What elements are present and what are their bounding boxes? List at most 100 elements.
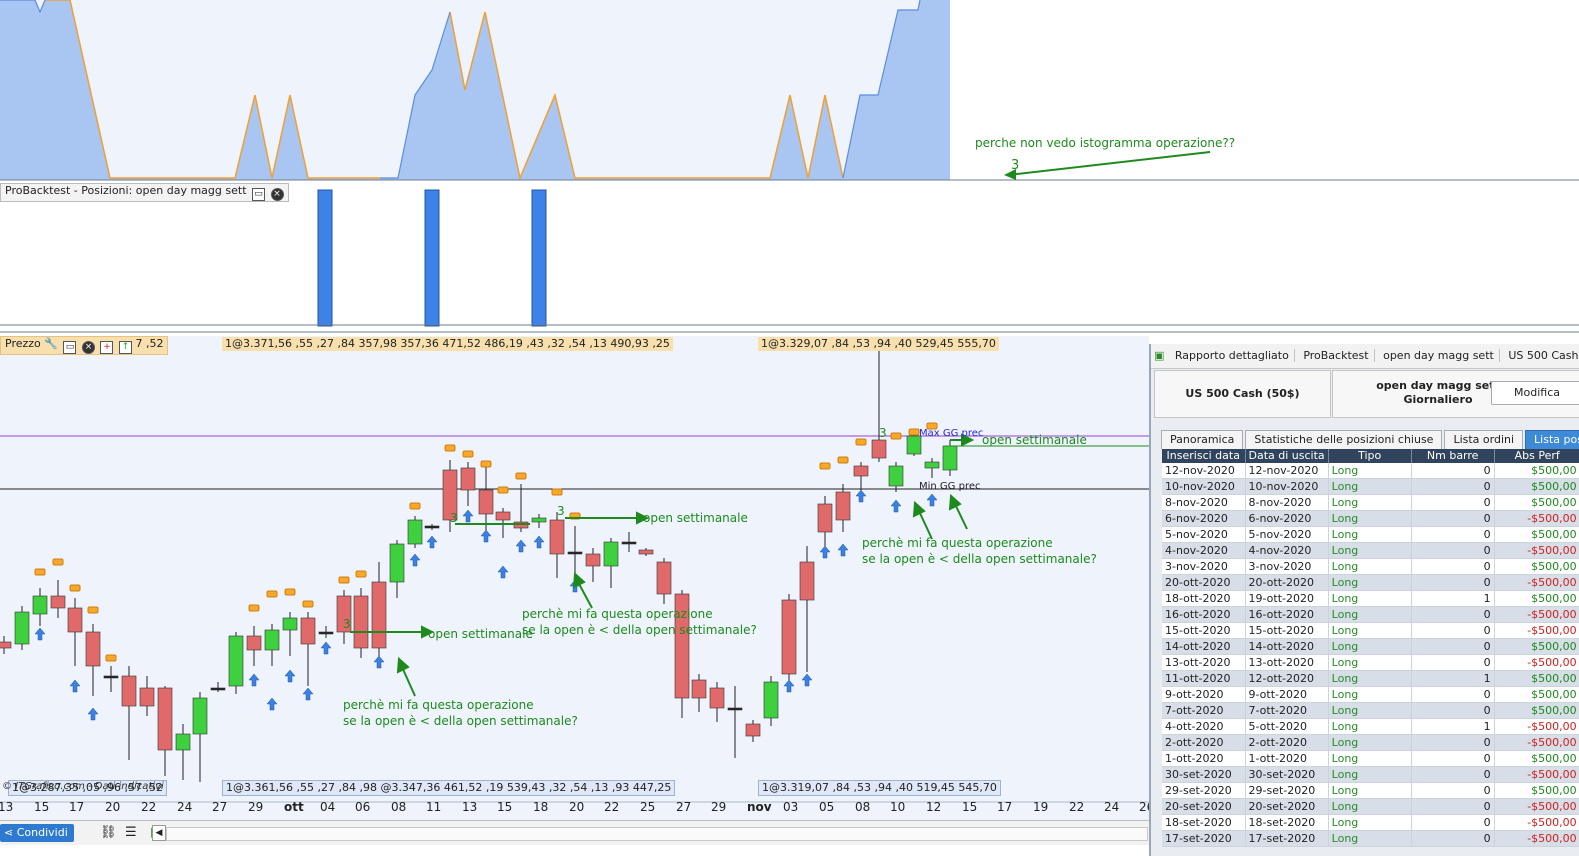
candle-body [853, 465, 869, 477]
table-cell: 1-ott-2020 [1162, 750, 1246, 767]
signal-marker [819, 462, 831, 470]
modify-button[interactable]: Modifica [1491, 381, 1579, 405]
marker-number: 3 [557, 504, 565, 518]
tab-position-list[interactable]: Lista posizioni [1525, 430, 1579, 449]
table-cell: 0 [1411, 638, 1495, 655]
table-row[interactable]: 2-ott-2020 2-ott-2020 Long 0 -$500,00 [1162, 734, 1579, 751]
table-row[interactable]: 6-nov-2020 6-nov-2020 Long 0 -$500,00 [1162, 510, 1579, 527]
link-icon[interactable]: ⛓ [100, 825, 117, 840]
system-name: open day magg sett [1376, 379, 1500, 392]
x-axis-label: 08 [391, 800, 407, 814]
table-row[interactable]: 1-ott-2020 1-ott-2020 Long 0 $500,00 [1162, 750, 1579, 767]
table-row[interactable]: 17-set-2020 17-set-2020 Long 0 -$500,00 [1162, 830, 1579, 847]
table-cell: 4-ott-2020 [1162, 718, 1246, 735]
table-row[interactable]: 13-ott-2020 13-ott-2020 Long 0 -$500,00 [1162, 654, 1579, 671]
detailed-report-panel: ▣ Rapporto dettagliato ProBacktest open … [1149, 344, 1579, 856]
tab-order-list[interactable]: Lista ordini [1444, 430, 1524, 449]
report-crumb[interactable]: open day magg sett [1378, 349, 1500, 362]
table-row[interactable]: 18-ott-2020 19-ott-2020 Long 1 $500,00 [1162, 590, 1579, 607]
table-row[interactable]: 7-ott-2020 7-ott-2020 Long 0 $500,00 [1162, 702, 1579, 719]
share-icon: ⋖ [4, 826, 17, 839]
wrench-icon[interactable]: 🔧 [44, 337, 58, 350]
table-cell: 9-ott-2020 [1162, 686, 1246, 703]
candle-body [103, 675, 119, 679]
table-row[interactable]: 4-ott-2020 5-ott-2020 Long 1 -$500,00 [1162, 718, 1579, 735]
x-axis-label: 22 [604, 800, 620, 814]
table-row[interactable]: 4-nov-2020 4-nov-2020 Long 0 -$500,00 [1162, 542, 1579, 559]
candle-body [567, 551, 583, 555]
report-icon: ▣ [1154, 349, 1165, 362]
table-cell: 0 [1411, 463, 1495, 479]
signal-marker [105, 654, 117, 662]
table-cell: Long [1328, 830, 1412, 847]
list-icon[interactable]: ☰ [125, 825, 137, 840]
table-row[interactable]: 16-ott-2020 16-ott-2020 Long 0 -$500,00 [1162, 606, 1579, 623]
candle-body [781, 599, 797, 675]
price-chart[interactable] [0, 336, 1149, 820]
table-cell: 1 [1411, 670, 1495, 687]
table-cell: 0 [1411, 814, 1495, 831]
x-axis-label: 18 [533, 800, 549, 814]
table-row[interactable]: 12-nov-2020 12-nov-2020 Long 0 $500,00 [1162, 463, 1579, 479]
x-axis-label: 20 [569, 800, 585, 814]
table-row[interactable]: 20-set-2020 20-set-2020 Long 0 -$500,00 [1162, 798, 1579, 815]
table-row[interactable]: 10-nov-2020 10-nov-2020 Long 0 $500,00 [1162, 478, 1579, 495]
add-indicator-icon[interactable]: + [100, 341, 114, 354]
table-row[interactable]: 18-set-2020 18-set-2020 Long 0 -$500,00 [1162, 814, 1579, 831]
table-row[interactable]: 14-ott-2020 14-ott-2020 Long 0 $500,00 [1162, 638, 1579, 655]
horizontal-scrollbar[interactable] [166, 827, 1148, 841]
column-header[interactable]: Abs Perf [1494, 449, 1579, 463]
candle-body [585, 553, 601, 567]
maximize-icon[interactable]: ▭ [63, 341, 77, 354]
table-cell: Long [1328, 654, 1412, 671]
share-button[interactable]: ⋖ Condividi [0, 824, 74, 842]
table-cell: 12-nov-2020 [1245, 463, 1329, 479]
table-row[interactable]: 5-nov-2020 5-nov-2020 Long 0 $500,00 [1162, 526, 1579, 543]
table-row[interactable]: 30-set-2020 30-set-2020 Long 0 -$500,00 [1162, 766, 1579, 783]
position-bar [317, 189, 333, 327]
entry-arrow [480, 529, 492, 543]
close-icon[interactable]: × [81, 341, 95, 354]
table-cell: 17-set-2020 [1245, 830, 1329, 847]
table-cell: $500,00 [1494, 478, 1579, 495]
column-header[interactable]: Inserisci data [1162, 449, 1246, 463]
positions-panel-title: ProBacktest - Posizioni: open day magg s… [5, 184, 247, 197]
report-crumb[interactable]: ProBacktest [1298, 349, 1375, 362]
open-settimanale-note: open settimanale [643, 511, 748, 525]
table-row[interactable]: 20-ott-2020 20-ott-2020 Long 0 -$500,00 [1162, 574, 1579, 591]
report-crumb[interactable]: Rapporto dettagliato [1169, 349, 1295, 362]
candle-body [906, 435, 922, 455]
candle-body [336, 595, 352, 633]
system-box: open day magg sett Giornaliero Modifica [1332, 370, 1579, 418]
tab-panoramica[interactable]: Panoramica [1161, 430, 1244, 449]
price-tag-right-bottom: 1@3.319,07 ,84 ,53 ,94 ,40 519,45 545,70 [758, 780, 1001, 796]
candle-body [210, 687, 226, 691]
column-header[interactable]: Nm barre [1411, 449, 1495, 463]
maximize-icon[interactable]: ▭ [252, 188, 266, 201]
table-cell: 3-nov-2020 [1245, 558, 1329, 575]
signal-marker [551, 488, 563, 496]
signal-marker [462, 450, 474, 458]
tab-closed-stats[interactable]: Statistiche delle posizioni chiuse [1245, 430, 1443, 449]
scroll-left-icon[interactable]: ◀ [152, 825, 166, 841]
signal-marker [302, 600, 314, 608]
close-icon[interactable]: × [270, 188, 284, 201]
column-header[interactable]: Tipo [1328, 449, 1412, 463]
column-header[interactable]: Data di uscita [1245, 449, 1329, 463]
entry-arrow [890, 499, 902, 513]
candle-body [674, 593, 690, 699]
table-row[interactable]: 29-set-2020 29-set-2020 Long 0 $500,00 [1162, 782, 1579, 799]
table-row[interactable]: 9-ott-2020 9-ott-2020 Long 0 $500,00 [1162, 686, 1579, 703]
table-row[interactable]: 11-ott-2020 12-ott-2020 Long 1 $500,00 [1162, 670, 1579, 687]
table-row[interactable]: 3-nov-2020 3-nov-2020 Long 0 $500,00 [1162, 558, 1579, 575]
report-crumb[interactable]: US 500 Cash (50$) [1508, 349, 1579, 362]
up-arrow-icon[interactable]: ↑ [118, 341, 132, 354]
table-row[interactable]: 15-ott-2020 15-ott-2020 Long 0 -$500,00 [1162, 622, 1579, 639]
entry-arrow [409, 553, 421, 567]
table-cell: 0 [1411, 750, 1495, 767]
table-row[interactable]: 8-nov-2020 8-nov-2020 Long 0 $500,00 [1162, 494, 1579, 511]
table-cell: -$500,00 [1494, 654, 1579, 671]
x-axis-label: 17 [69, 800, 85, 814]
candle-body [691, 679, 707, 699]
instrument-name: US 500 Cash (50$) [1185, 387, 1300, 400]
